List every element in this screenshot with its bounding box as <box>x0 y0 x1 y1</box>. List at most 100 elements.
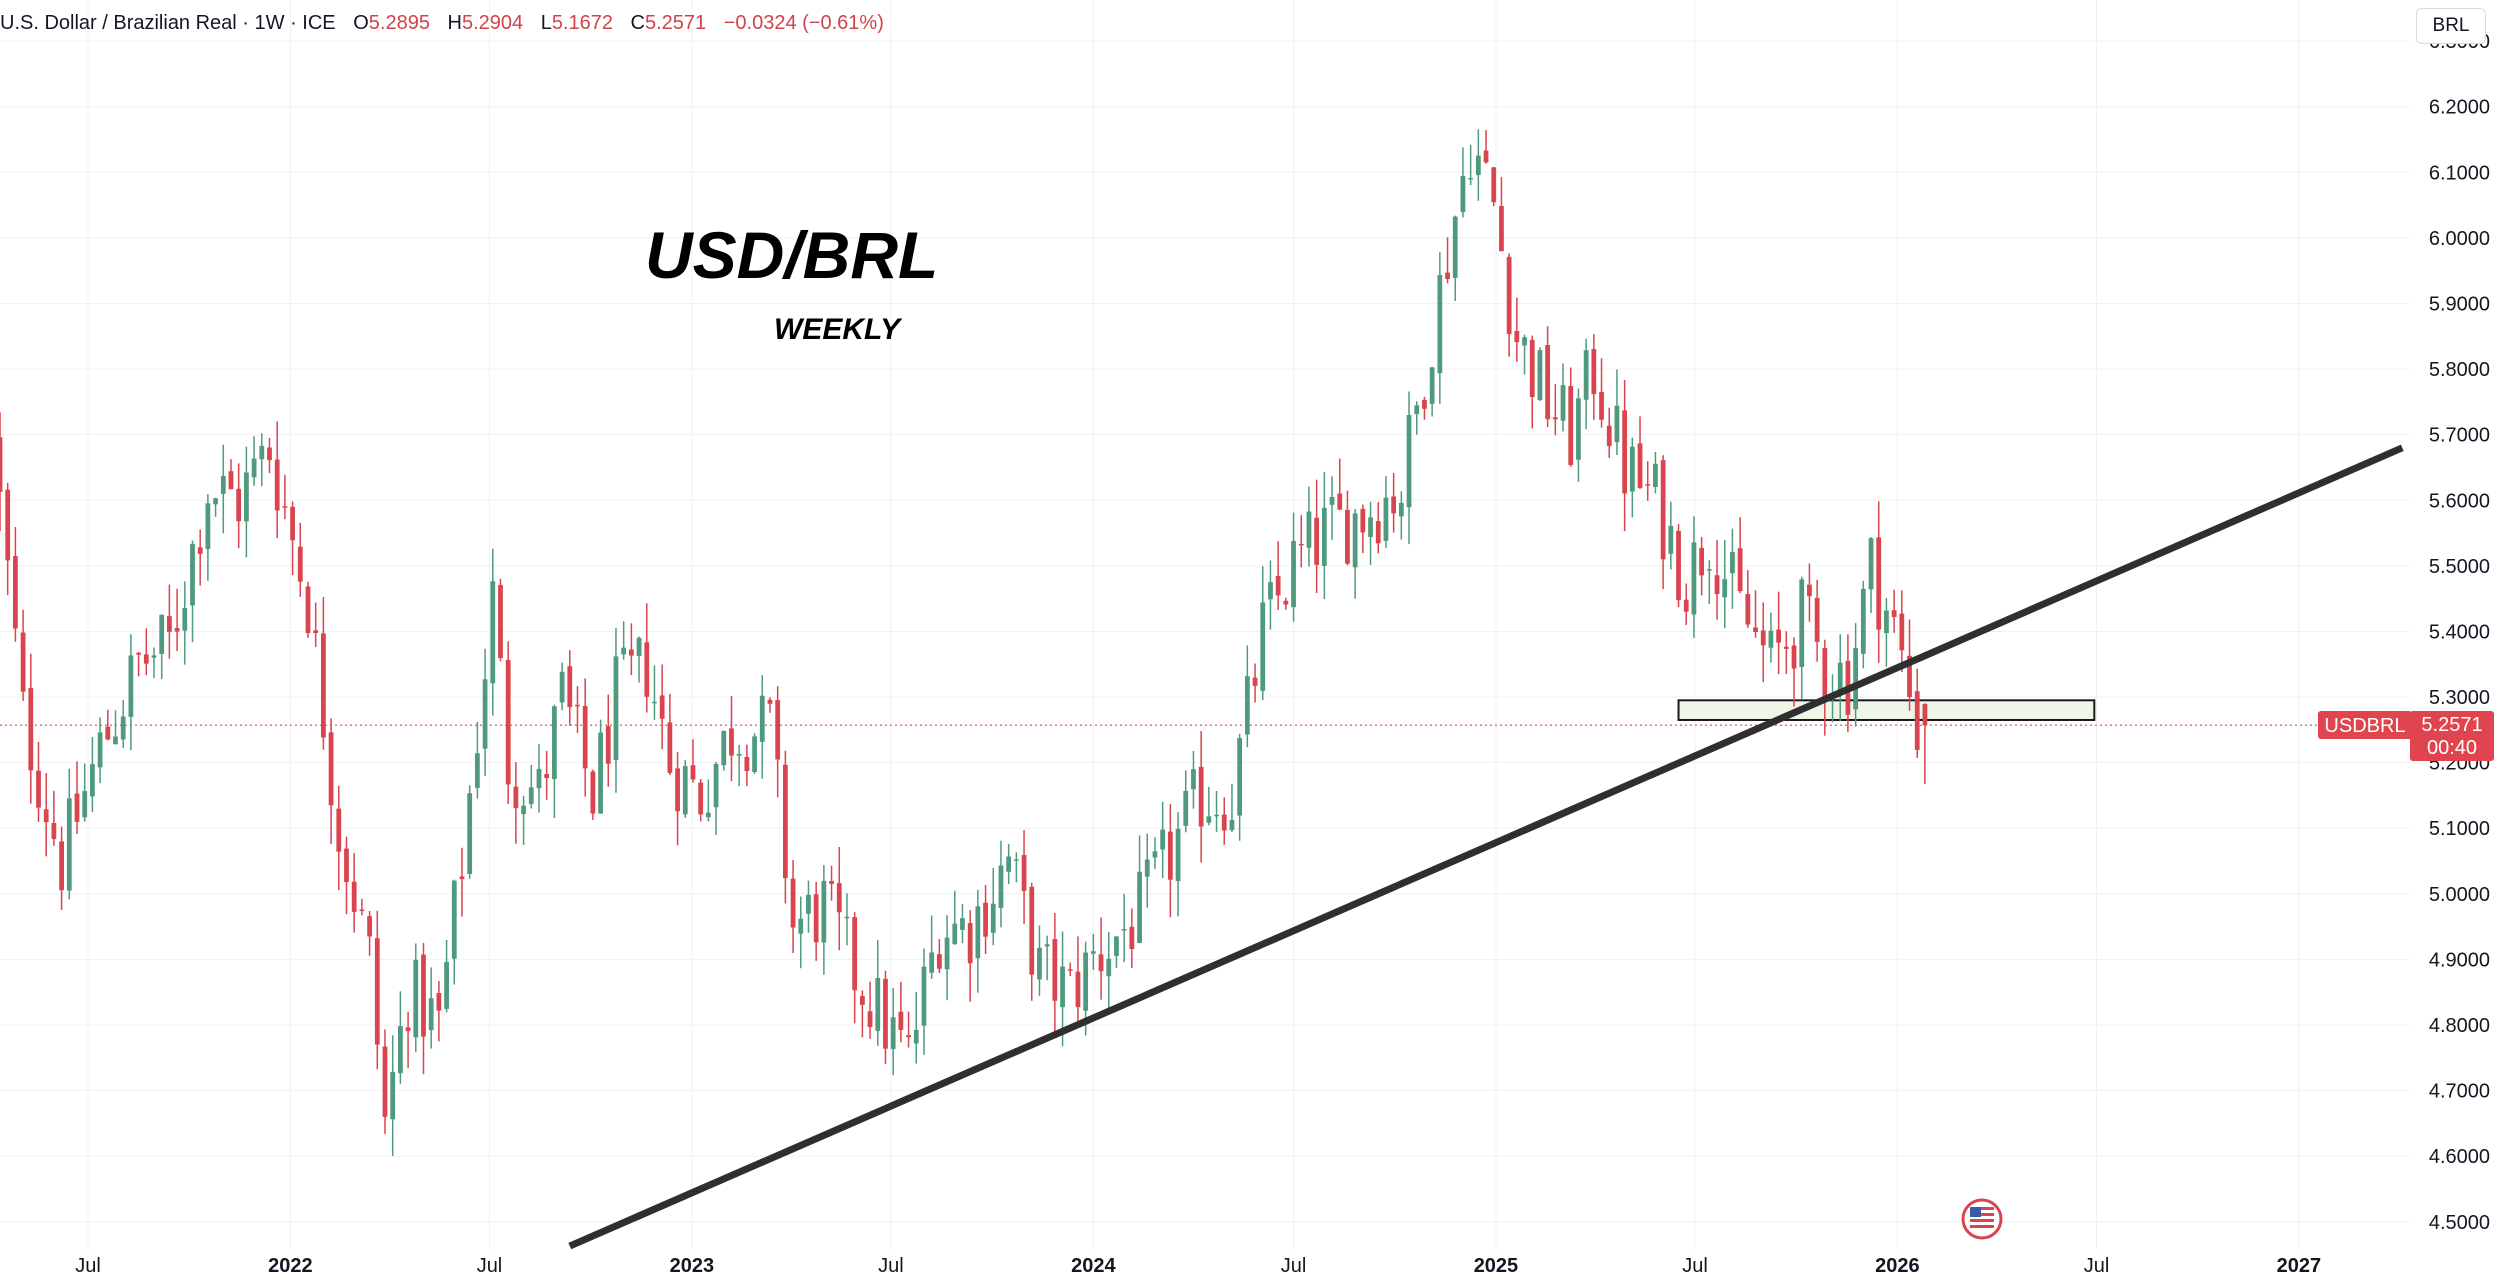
candle-body <box>798 918 804 934</box>
candle-body <box>1191 769 1196 790</box>
candle-body <box>1799 579 1805 667</box>
candle-body <box>1560 385 1566 421</box>
chart-title-annotation: USD/BRL <box>645 218 938 292</box>
candle-body <box>136 652 141 655</box>
x-tick-label: 2024 <box>1071 1255 1116 1277</box>
candle-body <box>1699 547 1705 576</box>
candle-body <box>1422 399 1427 409</box>
candle-body <box>759 695 765 742</box>
candle-body <box>20 632 26 692</box>
time-axis[interactable]: Jul 2022 Jul 2023 Jul 2024 Jul 2025 Jul 2026 Jul 20… <box>75 1255 2321 1277</box>
symbol-legend[interactable]: U.S. Dollar / Brazilian Real · 1W · ICE … <box>0 12 884 35</box>
candle-body <box>1884 610 1889 634</box>
candle-body <box>1737 548 1743 592</box>
x-tick-label: Jul <box>1281 1255 1307 1277</box>
candle-body <box>1391 496 1397 514</box>
y-tick-label: 6.0000 <box>2429 228 2490 250</box>
candle-body <box>960 918 965 930</box>
candle-body <box>1337 493 1343 510</box>
support-zone[interactable] <box>1677 699 2096 721</box>
candle-body <box>1167 831 1173 880</box>
y-tick-label: 6.1000 <box>2429 162 2490 184</box>
currency-button[interactable]: BRL <box>2416 8 2486 44</box>
candle-body <box>1244 676 1250 735</box>
y-tick-label: 5.3000 <box>2429 687 2490 709</box>
candle-body <box>1160 829 1166 850</box>
candle-body <box>1583 350 1589 400</box>
candle-body <box>890 1017 896 1049</box>
candle-body <box>282 506 288 508</box>
candle-body <box>244 472 249 522</box>
candle-body <box>605 726 611 764</box>
candle-body <box>1183 790 1189 826</box>
ascending-trendline[interactable] <box>568 444 2404 1250</box>
x-tick-label: 2025 <box>1474 1255 1519 1277</box>
candle-body <box>1275 575 1281 596</box>
candle-body <box>952 923 958 945</box>
candle-body <box>1352 513 1358 568</box>
candle-body <box>806 894 811 914</box>
us-flag-event-icon[interactable] <box>1961 1198 2003 1240</box>
candle-body <box>490 581 496 684</box>
candle-body <box>521 805 526 815</box>
candle-body <box>1052 938 1058 1001</box>
price-tag-value: 5.2571 <box>2421 714 2482 736</box>
candle-body <box>13 556 18 629</box>
candle-body <box>1291 540 1296 608</box>
candle-body <box>197 547 203 554</box>
candle-body <box>767 699 773 704</box>
candle-body <box>1152 851 1158 858</box>
candle-body <box>1814 597 1820 642</box>
candle-body <box>1429 367 1435 404</box>
candle-body <box>559 671 565 703</box>
candle-body <box>1321 507 1327 566</box>
candle-body <box>1221 814 1227 831</box>
candle-body <box>944 937 950 970</box>
candle-body <box>421 954 426 1037</box>
candle-body <box>1090 951 1096 954</box>
x-tick-label: Jul <box>477 1255 503 1277</box>
y-tick-label: 4.9000 <box>2429 949 2490 971</box>
candle-body <box>859 995 865 1005</box>
candle-body <box>1037 947 1042 980</box>
candle-body <box>251 458 257 478</box>
candle-body <box>1175 828 1181 882</box>
candle-body <box>1676 530 1681 601</box>
candle-body <box>297 546 303 582</box>
symbol-tag-label: USDBRL <box>2324 715 2405 737</box>
price-axis[interactable]: 4.5000 4.6000 4.7000 4.8000 4.9000 5.0000 5.10… <box>2410 0 2500 1283</box>
x-tick-label: Jul <box>1682 1255 1708 1277</box>
candle-body <box>636 637 642 657</box>
support-zone-rect[interactable] <box>1677 699 2096 721</box>
candle-body <box>1483 150 1489 163</box>
candle-body <box>1414 405 1420 415</box>
candle-body <box>1198 766 1204 827</box>
candle-body <box>367 916 372 937</box>
candle-body <box>1360 508 1366 533</box>
candle-body <box>1822 647 1828 698</box>
trendline[interactable] <box>568 444 2404 1250</box>
candle-body <box>1067 969 1073 971</box>
candles <box>0 129 1928 1156</box>
candle-body <box>1006 856 1012 872</box>
y-tick-label: 4.8000 <box>2429 1015 2490 1037</box>
candle-body <box>105 726 111 740</box>
candle-body <box>582 705 588 769</box>
candle-body <box>1121 928 1127 931</box>
candle-body <box>990 903 996 933</box>
low-value: 5.1672 <box>551 12 613 34</box>
candle-body <box>544 774 550 779</box>
candle-body <box>913 1029 919 1044</box>
candle-body <box>59 841 64 891</box>
y-tick-label: 4.7000 <box>2429 1081 2490 1103</box>
x-tick-label: 2023 <box>670 1255 715 1277</box>
candle-body <box>713 763 719 808</box>
candle-body <box>1106 958 1112 977</box>
candle-body <box>1622 410 1628 494</box>
candle-body <box>883 978 888 1049</box>
candle-body <box>51 823 57 840</box>
candle-body <box>1375 521 1381 544</box>
candle-body <box>305 586 311 634</box>
candle-body <box>0 437 3 492</box>
